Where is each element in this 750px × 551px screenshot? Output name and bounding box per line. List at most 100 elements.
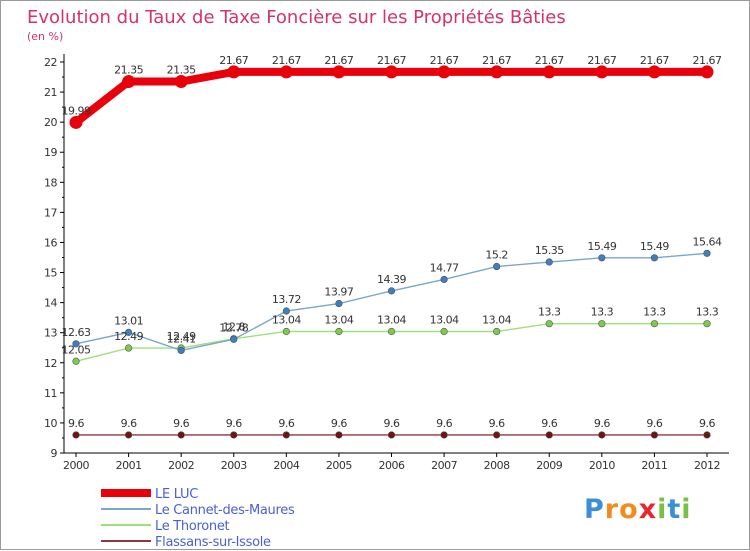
y-tick-label: 13 xyxy=(44,327,57,340)
y-tick-label: 22 xyxy=(44,56,57,69)
logo-letter: i xyxy=(657,494,667,525)
data-point xyxy=(490,65,504,79)
data-label: 12.41 xyxy=(167,332,196,345)
data-label: 9.6 xyxy=(331,417,347,430)
data-label: 12.49 xyxy=(167,330,196,343)
data-point xyxy=(72,357,80,365)
data-label: 21.67 xyxy=(272,54,301,67)
data-point xyxy=(279,65,293,79)
data-point xyxy=(122,75,136,89)
x-tick-label: 2011 xyxy=(641,459,667,472)
data-point xyxy=(72,340,80,348)
data-label: 21.67 xyxy=(324,54,353,67)
data-label: 15.49 xyxy=(640,240,669,253)
data-point xyxy=(650,431,659,439)
data-label: 13.3 xyxy=(591,306,614,319)
data-point xyxy=(282,327,290,336)
legend-label: Le Thoronet xyxy=(155,519,230,534)
logo-letter: x xyxy=(639,494,657,525)
data-point xyxy=(387,327,396,336)
logo-letter: o xyxy=(619,494,639,525)
axes: 9 10 11 12 13 14 15 16 17 18 19 20 21 22 2000 2001 2002 2… xyxy=(44,54,729,472)
data-label: 13.3 xyxy=(643,306,666,319)
data-label: 14.39 xyxy=(377,273,406,286)
data-label: 13.3 xyxy=(696,306,719,319)
series-line xyxy=(72,67,711,127)
logo-letter: P xyxy=(584,494,605,525)
data-point xyxy=(72,431,80,439)
x-tick-label: 2002 xyxy=(168,459,194,472)
data-label: 9.6 xyxy=(384,417,400,430)
data-point xyxy=(700,65,714,79)
data-label: 9.6 xyxy=(594,417,610,430)
y-tick-label: 14 xyxy=(44,297,57,310)
legend-label: Le Cannet-des-Maures xyxy=(155,503,295,518)
y-tick-label: 18 xyxy=(44,176,57,189)
x-tick-label: 2001 xyxy=(116,459,142,472)
data-label: 9.6 xyxy=(489,417,505,430)
data-point xyxy=(493,431,501,439)
data-label: 14.77 xyxy=(430,261,459,274)
logo-letter: i xyxy=(681,494,691,525)
data-label: 13.04 xyxy=(377,313,406,326)
data-point xyxy=(440,327,448,336)
data-point xyxy=(230,431,238,439)
x-tick-label: 2008 xyxy=(484,459,510,472)
data-label: 9.6 xyxy=(646,417,662,430)
data-label: 15.2 xyxy=(485,249,508,262)
data-label: 21.67 xyxy=(377,54,406,67)
data-point xyxy=(177,431,185,439)
x-tick-label: 2009 xyxy=(536,459,562,472)
data-point xyxy=(493,327,501,336)
data-point xyxy=(595,65,609,79)
data-label: 15.35 xyxy=(535,244,564,257)
data-point xyxy=(598,254,606,262)
data-label: 21.67 xyxy=(219,54,248,67)
x-tick-label: 2006 xyxy=(379,459,405,472)
data-point xyxy=(650,320,659,328)
data-point xyxy=(703,431,711,439)
data-point xyxy=(385,65,398,79)
data-point xyxy=(440,275,448,284)
x-tick-label: 2007 xyxy=(431,459,457,472)
data-point xyxy=(545,320,553,328)
data-point xyxy=(124,431,133,439)
data-point xyxy=(387,431,396,439)
data-point xyxy=(440,431,448,439)
data-point xyxy=(598,320,606,328)
x-tick-label: 2005 xyxy=(326,459,352,472)
y-tick-label: 9 xyxy=(51,447,58,460)
data-label: 9.6 xyxy=(278,417,294,430)
data-point xyxy=(174,75,188,89)
data-label: 13.04 xyxy=(272,313,301,326)
data-label: 9.6 xyxy=(68,417,84,430)
data-point xyxy=(69,115,83,129)
data-label: 9.6 xyxy=(226,417,242,430)
data-label: 21.67 xyxy=(482,54,511,67)
data-label: 21.67 xyxy=(640,54,669,67)
y-tick-label: 12 xyxy=(44,357,57,370)
data-point xyxy=(335,327,343,336)
x-tick-label: 2012 xyxy=(694,459,720,472)
data-label: 9.6 xyxy=(436,417,452,430)
data-point xyxy=(282,431,290,439)
legend-label: LE LUC xyxy=(155,487,198,502)
data-label: 13.04 xyxy=(430,313,459,326)
data-label: 19.99 xyxy=(62,104,91,117)
data-point xyxy=(124,344,133,352)
series-layer xyxy=(69,65,714,439)
data-label: 21.67 xyxy=(535,54,564,67)
data-point xyxy=(437,65,451,79)
data-label: 21.67 xyxy=(693,54,722,67)
data-point xyxy=(335,299,343,308)
data-label: 13.01 xyxy=(114,314,143,327)
data-labels: 19.99 21.35 21.35 21.67 21.67 21.67 21.67 21.67… xyxy=(62,54,723,430)
data-point xyxy=(598,431,606,439)
chart-title: Evolution du Taux de Taxe Foncière sur l… xyxy=(27,7,566,28)
data-label: 12.49 xyxy=(114,330,143,343)
data-label: 13.04 xyxy=(324,313,353,326)
data-point xyxy=(332,65,346,79)
data-label: 13.3 xyxy=(538,306,561,319)
